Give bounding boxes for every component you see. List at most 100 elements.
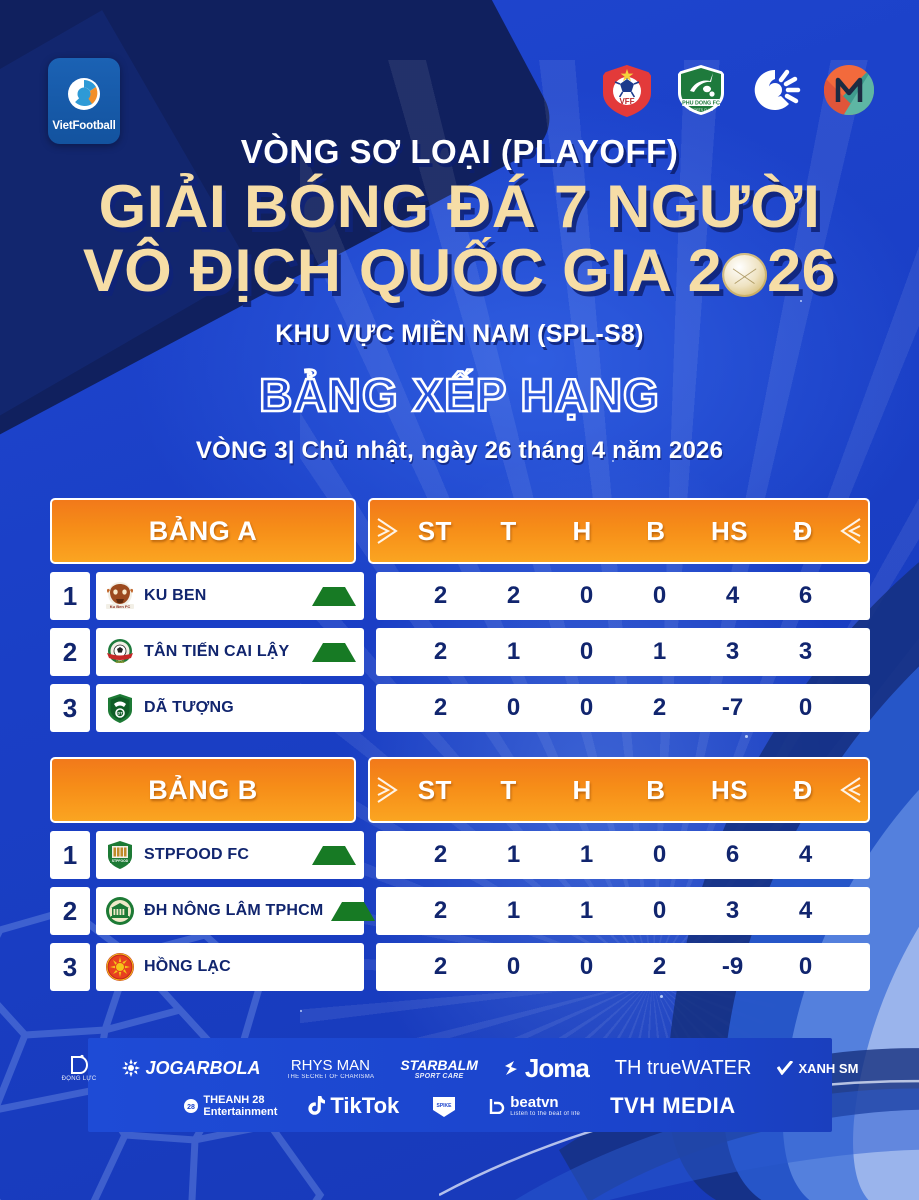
table-row: 1 Ku Ben FC KU BEN 2 2 0 0 4 6 xyxy=(50,572,870,620)
stat-h: 0 xyxy=(579,638,594,665)
white-circle-logo-icon[interactable] xyxy=(747,62,803,118)
row-rank: 3 xyxy=(50,943,90,991)
stat-t: 1 xyxy=(506,638,521,665)
svg-text:2020: 2020 xyxy=(116,659,126,664)
chevron-left-icon xyxy=(840,777,861,803)
stat-b: 2 xyxy=(652,694,667,721)
hong-lac-logo-icon xyxy=(104,951,136,983)
col-st: ST xyxy=(417,515,452,546)
stpfood-fc-logo-icon: STPFOOD xyxy=(104,839,136,871)
main-title-line2: VÔ ĐỊCH QUỐC GIA 2 26 xyxy=(0,240,919,300)
sponsor-tagline: SPORT CARE xyxy=(414,1072,464,1080)
sponsor-tagline: Entertainment xyxy=(203,1106,278,1118)
sponsor-label: ĐỘNG LỰC xyxy=(61,1076,97,1082)
table-row: 3 DT DÃ TƯỢNG 2 0 0 2 -7 0 xyxy=(50,684,870,732)
svg-text:PHU DONG FC: PHU DONG FC xyxy=(682,101,720,107)
row-team-name: ĐH NÔNG LÂM TPHCM xyxy=(144,902,324,919)
main-title-line1: GIẢI BÓNG ĐÁ 7 NGƯỜI xyxy=(98,173,821,240)
stat-h: 0 xyxy=(579,953,594,980)
row-stats: 2 1 1 0 3 4 xyxy=(376,887,870,935)
sponsor-jogarbola: JOGARBOLA xyxy=(122,1057,261,1079)
col-hs: HS xyxy=(710,515,749,546)
stat-hs: 6 xyxy=(725,841,740,868)
vff-logo-icon[interactable]: VFF xyxy=(599,62,655,118)
stat-d: 6 xyxy=(798,582,813,609)
col-d: Đ xyxy=(793,774,813,805)
group-b-label: BẢNG B xyxy=(50,757,356,823)
row-team: Ku Ben FC KU BEN xyxy=(96,572,364,620)
jogarbola-icon xyxy=(122,1059,141,1077)
vietfootball-logo-text: VietFootball xyxy=(52,120,116,132)
sponsor-label: STARBALM xyxy=(400,1056,478,1073)
sponsor-label: Joma xyxy=(524,1052,590,1083)
sponsor-row-1: ĐỘNG LỰC JOGARBOLA RHYS MAN THE SECRET O… xyxy=(62,1048,859,1088)
sponsor-tiktok: TikTok xyxy=(307,1093,399,1119)
stat-st: 2 xyxy=(433,897,448,924)
row-stats: 2 1 1 0 6 4 xyxy=(376,831,870,879)
promotion-triangle-icon xyxy=(312,642,356,662)
row-stats: 2 0 0 2 -9 0 xyxy=(376,943,870,991)
row-team: HỒNG LẠC xyxy=(96,943,364,991)
tiktok-icon xyxy=(308,1096,326,1115)
stat-d: 0 xyxy=(798,694,813,721)
col-h: H xyxy=(572,515,592,546)
sponsor-label: TVH MEDIA xyxy=(610,1093,736,1118)
partner-logos: VFF PHU DONG FC SPORTS CLUB xyxy=(599,62,877,118)
group-b-header: BẢNG B ST T H B HS Đ xyxy=(50,757,870,823)
sponsor-tagline: THE SECRET OF CHARISMA xyxy=(286,1073,375,1080)
stat-b: 0 xyxy=(652,897,667,924)
sponsor-rhys-man: RHYS MAN THE SECRET OF CHARISMA xyxy=(287,1057,375,1080)
stat-hs: -9 xyxy=(721,953,744,980)
sponsor-label: RHYS MAN xyxy=(290,1056,371,1074)
ku-ben-fc-logo-icon: Ku Ben FC xyxy=(104,580,136,612)
region-subtitle: KHU VỰC MIỀN NAM (SPL-S8) xyxy=(275,320,644,348)
col-t: T xyxy=(500,515,517,546)
stat-b: 1 xyxy=(652,638,667,665)
dh-nong-lam-tphcm-logo-icon xyxy=(104,895,136,927)
joma-icon xyxy=(504,1061,517,1075)
stat-st: 2 xyxy=(433,841,448,868)
group-b-table: BẢNG B ST T H B HS Đ 1 STPFOOD xyxy=(50,757,870,991)
sponsor-label: beatvn xyxy=(510,1093,559,1111)
m-gradient-logo-icon[interactable] xyxy=(821,62,877,118)
group-a-header: BẢNG A ST T H B HS Đ xyxy=(50,498,870,564)
stat-hs: -7 xyxy=(721,694,744,721)
sponsor-label: JOGARBOLA xyxy=(145,1057,261,1078)
sponsor-label: TH trueWATER xyxy=(614,1056,752,1079)
stat-h: 0 xyxy=(579,582,594,609)
sponsor-theanh28: 28 THEANH 28 Entertainment xyxy=(184,1094,277,1118)
row-team: 2020 TÂN TIẾN CAI LẬY xyxy=(96,628,364,676)
row-stats: 2 1 0 1 3 3 xyxy=(376,628,870,676)
row-team-name: DÃ TƯỢNG xyxy=(144,699,234,716)
vietfootball-logo-icon xyxy=(60,70,108,118)
row-team: DT DÃ TƯỢNG xyxy=(96,684,364,732)
vietfootball-logo[interactable]: VietFootball xyxy=(48,58,120,144)
svg-text:DT: DT xyxy=(117,711,123,716)
beatvn-icon xyxy=(490,1098,505,1114)
group-a-table: BẢNG A ST T H B HS Đ 1 Ku Ben FC xyxy=(50,498,870,732)
row-rank: 2 xyxy=(50,887,90,935)
stat-b: 0 xyxy=(652,582,667,609)
stat-b: 0 xyxy=(652,841,667,868)
stat-d: 4 xyxy=(798,841,813,868)
table-row: 2 2020 TÂN TIẾN CAI LẬY 2 1 0 1 3 3 xyxy=(50,628,870,676)
svg-text:Ku Ben FC: Ku Ben FC xyxy=(110,604,131,609)
main-title-line2-a: VÔ ĐỊCH QUỐC GIA 2 xyxy=(82,236,723,304)
row-rank: 1 xyxy=(50,572,90,620)
stat-t: 2 xyxy=(506,582,521,609)
sponsor-beatvn: beatvn Listen to the beat of life xyxy=(489,1095,580,1117)
sponsor-th-truewater: TH trueWATER xyxy=(615,1057,752,1080)
tan-tien-cai-lay-logo-icon: 2020 xyxy=(104,636,136,668)
sponsor-joma: Joma xyxy=(504,1052,590,1084)
stat-st: 2 xyxy=(433,638,448,665)
main-title-line2-b: 26 xyxy=(767,236,837,304)
da-tuong-logo-icon: DT xyxy=(104,692,136,724)
row-team-name: KU BEN xyxy=(144,587,207,604)
phu-dong-fc-logo-icon[interactable]: PHU DONG FC SPORTS CLUB xyxy=(673,62,729,118)
stat-st: 2 xyxy=(433,694,448,721)
row-stats: 2 0 0 2 -7 0 xyxy=(376,684,870,732)
chevron-right-icon xyxy=(377,777,398,803)
stat-d: 4 xyxy=(798,897,813,924)
svg-text:VFF: VFF xyxy=(619,97,634,106)
